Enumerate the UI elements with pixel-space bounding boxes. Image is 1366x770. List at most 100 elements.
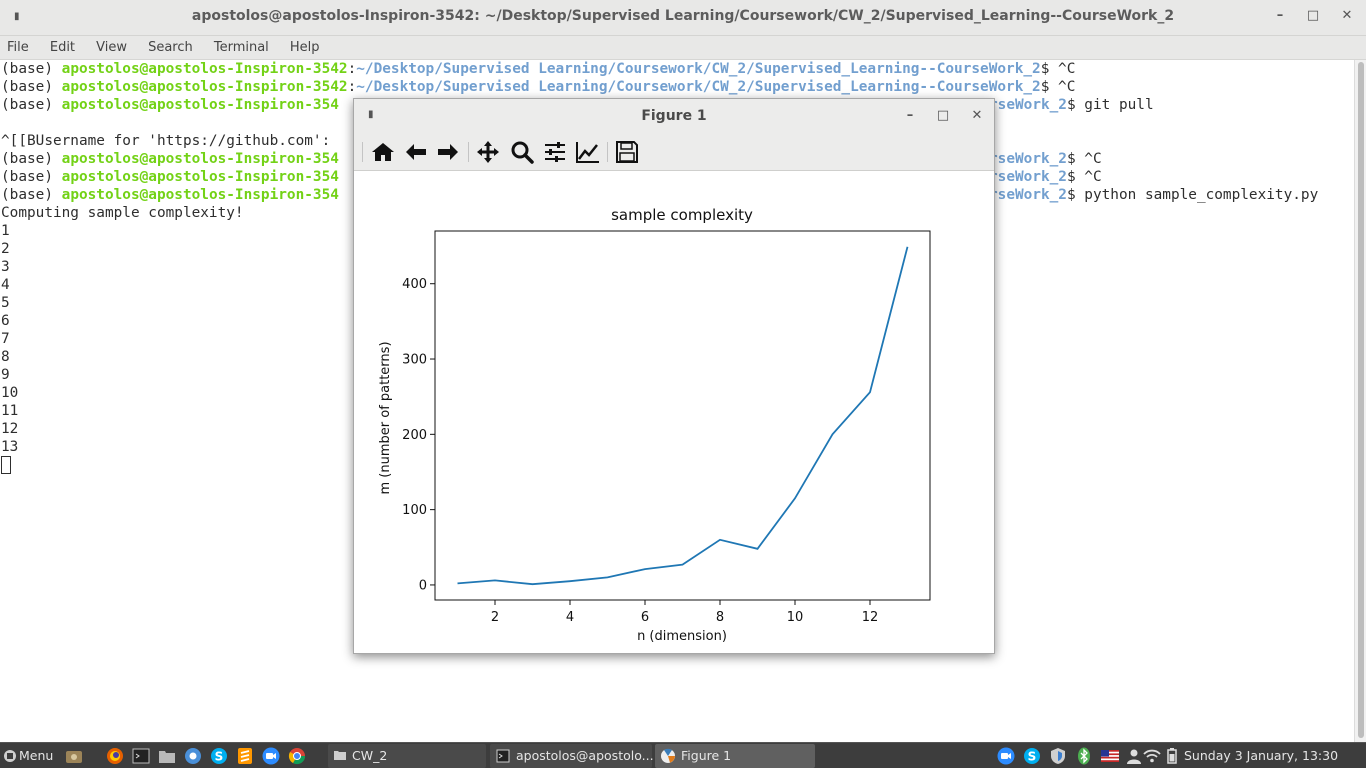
x-tick-label: 6 (641, 610, 649, 625)
us-flag-keyboard-layout-icon[interactable] (1100, 746, 1120, 766)
terminal-line-tail: rseWork_2$ ^C (989, 169, 1102, 185)
toolbar-separator (468, 142, 469, 162)
task-label: apostolos@apostolo... (516, 748, 654, 763)
close-icon[interactable]: ✕ (1341, 8, 1353, 23)
close-icon[interactable]: ✕ (971, 108, 983, 123)
terminal-icon (496, 749, 510, 763)
scrollbar-thumb[interactable] (1358, 62, 1364, 738)
terminal-line: (base) apostolos@apostolos-Inspiron-354 (1, 187, 339, 203)
y-tick-label: 200 (402, 428, 427, 443)
x-tick-label: 12 (862, 610, 879, 625)
zoom-magnifier-icon[interactable] (509, 140, 535, 164)
skype-tray-icon[interactable]: S (1022, 746, 1042, 766)
chrome-launcher-icon[interactable] (287, 746, 307, 766)
output-number: 10 (1, 385, 19, 401)
back-arrow-icon[interactable] (403, 140, 429, 164)
folder-icon (334, 751, 346, 760)
terminal-launcher-icon[interactable] (131, 746, 151, 766)
terminal-line-tail: rseWork_2$ python sample_complexity.py (989, 187, 1319, 203)
file-manager-launcher-icon[interactable] (64, 746, 84, 766)
files-launcher-icon[interactable] (157, 746, 177, 766)
figure-canvas[interactable]: sample complexity n (dimension) m (numbe… (354, 171, 994, 653)
maximize-icon[interactable]: □ (936, 108, 950, 123)
zoom-launcher-icon[interactable] (261, 746, 281, 766)
mint-menu-icon[interactable] (3, 748, 17, 762)
terminal-line: (base) apostolos@apostolos-Inspiron-3542… (1, 79, 1076, 95)
sublime-text-launcher-icon[interactable] (235, 746, 255, 766)
minimize-icon[interactable]: – (906, 108, 914, 123)
menu-help[interactable]: Help (289, 40, 320, 55)
window-menu-icon[interactable]: ▮ (368, 109, 374, 120)
output-number: 13 (1, 439, 19, 455)
clock[interactable]: Sunday 3 January, 13:30 (1184, 748, 1339, 763)
battery-icon[interactable] (1162, 746, 1182, 766)
output-number: 4 (1, 277, 10, 293)
svg-text:S: S (1028, 750, 1037, 764)
maximize-icon[interactable]: □ (1306, 8, 1320, 23)
menu-file[interactable]: File (7, 40, 29, 55)
figure-titlebar[interactable]: ▮ Figure 1 – □ ✕ (354, 99, 994, 133)
toolbar-separator (362, 142, 363, 162)
output-number: 11 (1, 403, 19, 419)
menu-view[interactable]: View (96, 40, 127, 55)
terminal-title: apostolos@apostolos-Inspiron-3542: ~/Des… (191, 8, 1175, 24)
subplots-config-icon[interactable] (542, 140, 568, 164)
save-floppy-icon[interactable] (614, 140, 640, 164)
series-line (457, 246, 909, 586)
output-number: 12 (1, 421, 19, 437)
terminal-menubar: File Edit View Search Terminal Help (0, 36, 1366, 60)
x-tick-label: 10 (787, 610, 804, 625)
task-button-cw2[interactable]: CW_2 (328, 744, 486, 768)
user-icon[interactable] (1124, 746, 1144, 766)
y-tick-label: 100 (402, 503, 427, 518)
x-axis-label: n (dimension) (637, 629, 727, 644)
terminal-line-tail: rseWork_2$ git pull (989, 97, 1154, 113)
chart-title: sample complexity (611, 206, 753, 224)
terminal-titlebar: ▮ apostolos@apostolos-Inspiron-3542: ~/D… (0, 0, 1366, 36)
chromium-launcher-icon[interactable] (183, 746, 203, 766)
window-menu-icon[interactable]: ▮ (14, 11, 20, 22)
terminal-line: (base) apostolos@apostolos-Inspiron-354 (1, 169, 339, 185)
menu-search[interactable]: Search (148, 40, 193, 55)
wifi-icon[interactable] (1142, 746, 1162, 766)
pan-move-icon[interactable] (475, 140, 501, 164)
terminal-cursor (1, 456, 11, 474)
task-button-figure[interactable]: Figure 1 (655, 744, 815, 768)
terminal-line: (base) apostolos@apostolos-Inspiron-3542… (1, 61, 1076, 77)
task-button-terminal[interactable]: apostolos@apostolo... (490, 744, 654, 768)
bluetooth-icon[interactable] (1074, 746, 1094, 766)
y-tick-label: 300 (402, 353, 427, 368)
home-icon[interactable] (370, 140, 396, 164)
skype-launcher-icon[interactable]: S (209, 746, 229, 766)
figure-toolbar (354, 133, 994, 171)
output-number: 3 (1, 259, 10, 275)
y-axis-label: m (number of patterns) (378, 341, 393, 494)
terminal-line: (base) apostolos@apostolos-Inspiron-354 (1, 97, 339, 113)
output-number: 2 (1, 241, 10, 257)
menu-terminal[interactable]: Terminal (213, 40, 269, 55)
output-number: 6 (1, 313, 10, 329)
output-number: 9 (1, 367, 10, 383)
output-number: 8 (1, 349, 10, 365)
zoom-tray-icon[interactable] (996, 746, 1016, 766)
output-number: 1 (1, 223, 10, 239)
task-label: Figure 1 (681, 748, 732, 763)
terminal-line: (base) apostolos@apostolos-Inspiron-354 (1, 151, 339, 167)
y-tick-label: 0 (419, 578, 427, 593)
chart: sample complexity n (dimension) m (numbe… (378, 206, 931, 644)
taskbar: Menu S CW_2 apostolos@apostolo... Figure… (0, 742, 1366, 768)
terminal-scrollbar[interactable] (1354, 60, 1366, 742)
minimize-icon[interactable]: – (1276, 8, 1284, 23)
plot-frame (434, 230, 931, 601)
start-menu-button[interactable]: Menu (19, 748, 54, 763)
x-tick-label: 4 (566, 610, 574, 625)
edit-axis-curves-icon[interactable] (575, 140, 601, 164)
terminal-line: Computing sample complexity! (1, 205, 244, 221)
y-tick-label: 400 (402, 277, 427, 292)
firefox-launcher-icon[interactable] (105, 746, 125, 766)
shield-icon[interactable] (1048, 746, 1068, 766)
menu-edit[interactable]: Edit (49, 40, 76, 55)
task-label: CW_2 (352, 748, 388, 763)
forward-arrow-icon[interactable] (435, 140, 461, 164)
matplotlib-icon (661, 748, 675, 763)
